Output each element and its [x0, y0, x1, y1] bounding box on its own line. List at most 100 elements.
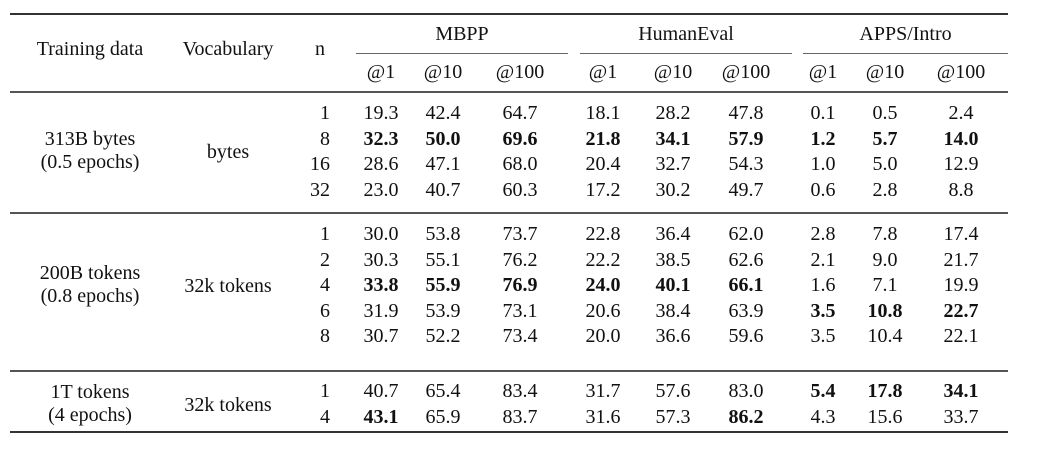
n-cell: 8: [320, 325, 330, 347]
value-cell: 28.6: [363, 153, 399, 175]
value-cell: 47.1: [425, 153, 461, 175]
value-cell: 5.7: [872, 127, 898, 150]
value-cell: 30.3: [363, 248, 399, 271]
value-cell: 22.8: [585, 223, 621, 245]
n-cell: 8: [320, 127, 330, 150]
header-apps-intro: APPS/Intro: [859, 23, 952, 45]
value-cell: 3.5: [810, 325, 836, 347]
value-cell: 2.8: [872, 178, 898, 201]
value-cell: 54.3: [728, 153, 764, 175]
value-cell: 17.2: [585, 178, 621, 201]
value-cell: 0.6: [810, 178, 836, 201]
value-cell: 65.4: [425, 380, 461, 402]
value-cell: 7.8: [872, 223, 898, 245]
training-data-epochs: (0.5 epochs): [40, 151, 140, 173]
value-cell: 55.1: [425, 248, 461, 271]
value-cell: 33.7: [943, 405, 979, 428]
value-cell: 1.0: [810, 153, 836, 175]
training-data-cell: 1T tokens (4 epochs): [10, 381, 170, 427]
value-cell: 10.4: [867, 325, 903, 347]
value-cell: 73.1: [502, 299, 538, 322]
value-cell: 4.3: [810, 405, 836, 428]
top-rule: [10, 13, 1008, 15]
value-cell: 42.4: [425, 102, 461, 124]
n-cell: 32: [310, 178, 330, 201]
vocabulary-cell: 32k tokens: [184, 393, 272, 416]
value-cell: 21.7: [943, 248, 979, 271]
header-metric: @10: [653, 61, 693, 83]
n-cell: 4: [320, 405, 330, 428]
value-cell: 17.8: [867, 380, 903, 402]
value-cell: 32.7: [655, 153, 691, 175]
value-cell: 83.7: [502, 405, 538, 428]
header-n: n: [315, 38, 325, 60]
value-cell: 43.1: [363, 405, 399, 428]
value-cell: 38.4: [655, 299, 691, 322]
header-metric: @10: [865, 61, 905, 83]
vocabulary-cell: 32k tokens: [184, 274, 272, 297]
value-cell: 19.3: [363, 102, 399, 124]
value-cell: 83.0: [728, 380, 764, 402]
value-cell: 68.0: [502, 153, 538, 175]
training-data-amount: 1T tokens: [50, 380, 130, 403]
n-cell: 16: [310, 153, 330, 175]
header-metric: @100: [721, 61, 771, 83]
value-cell: 40.7: [425, 178, 461, 201]
header-metric: @1: [808, 61, 838, 83]
header-mbpp: MBPP: [435, 23, 489, 45]
value-cell: 22.2: [585, 248, 621, 271]
value-cell: 52.2: [425, 325, 461, 347]
value-cell: 31.9: [363, 299, 399, 322]
value-cell: 33.8: [363, 274, 399, 296]
value-cell: 49.7: [728, 178, 764, 201]
value-cell: 30.7: [363, 325, 399, 347]
value-cell: 64.7: [502, 102, 538, 124]
value-cell: 20.6: [585, 299, 621, 322]
value-cell: 62.0: [728, 223, 764, 245]
value-cell: 17.4: [943, 223, 979, 245]
value-cell: 86.2: [728, 405, 764, 428]
value-cell: 53.9: [425, 299, 461, 322]
value-cell: 2.1: [810, 248, 836, 271]
value-cell: 34.1: [943, 380, 979, 402]
value-cell: 66.1: [728, 274, 764, 296]
value-cell: 60.3: [502, 178, 538, 201]
value-cell: 14.0: [943, 127, 979, 150]
training-data-cell: 313B bytes (0.5 epochs): [10, 128, 170, 174]
value-cell: 5.0: [872, 153, 898, 175]
header-vocabulary: Vocabulary: [182, 38, 274, 60]
value-cell: 20.0: [585, 325, 621, 347]
header-training-data: Training data: [36, 38, 144, 60]
value-cell: 40.1: [655, 274, 691, 296]
section-rule-2: [10, 370, 1008, 372]
training-data-cell: 200B tokens (0.8 epochs): [10, 262, 170, 308]
n-cell: 2: [320, 248, 330, 271]
value-cell: 83.4: [502, 380, 538, 402]
value-cell: 2.8: [810, 223, 836, 245]
header-metric: @1: [366, 61, 396, 83]
value-cell: 8.8: [948, 178, 974, 201]
value-cell: 63.9: [728, 299, 764, 322]
value-cell: 76.2: [502, 248, 538, 271]
value-cell: 73.4: [502, 325, 538, 347]
n-cell: 1: [320, 102, 330, 124]
section-rule-1: [10, 212, 1008, 214]
value-cell: 36.4: [655, 223, 691, 245]
value-cell: 5.4: [810, 380, 836, 402]
value-cell: 32.3: [363, 127, 399, 150]
value-cell: 1.2: [810, 127, 836, 150]
value-cell: 12.9: [943, 153, 979, 175]
value-cell: 0.1: [810, 102, 836, 124]
value-cell: 19.9: [943, 274, 979, 296]
value-cell: 76.9: [502, 274, 538, 296]
value-cell: 57.6: [655, 380, 691, 402]
value-cell: 40.7: [363, 380, 399, 402]
value-cell: 34.1: [655, 127, 691, 150]
value-cell: 23.0: [363, 178, 399, 201]
value-cell: 28.2: [655, 102, 691, 124]
training-data-epochs: (4 epochs): [48, 403, 132, 426]
value-cell: 15.6: [867, 405, 903, 428]
value-cell: 24.0: [585, 274, 621, 296]
value-cell: 31.6: [585, 405, 621, 428]
value-cell: 21.8: [585, 127, 621, 150]
